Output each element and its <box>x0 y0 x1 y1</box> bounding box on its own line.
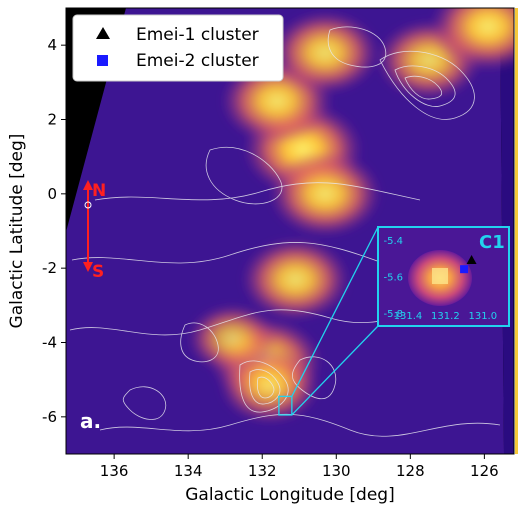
inset-frame <box>377 226 510 327</box>
inset-emei2-marker <box>460 265 469 274</box>
x-axis-label: Galactic Longitude [deg] <box>185 485 394 505</box>
x-tick-label: 132 <box>248 462 277 480</box>
x-tick-label: 130 <box>322 462 351 480</box>
survey-footprint <box>66 8 504 454</box>
zoom-box <box>278 226 379 416</box>
inset-y-tick-label: -5.4 <box>383 236 403 247</box>
inset-x-tick-label: 131.2 <box>431 311 460 322</box>
plot-frame <box>65 7 515 455</box>
inset-x-tick-label: 131.0 <box>468 311 497 322</box>
main-axes: N S a. <box>65 7 518 455</box>
legend-emei1-label: Emei-1 cluster <box>136 25 259 45</box>
inset-tick-labels: 131.4 131.2 131.0 -5.4 -5.6 -5.8 <box>383 236 497 322</box>
y-tick-label: 4 <box>47 36 57 54</box>
emission-peaks <box>187 8 514 425</box>
inset-emei1-marker <box>466 255 477 264</box>
y-tick-label: 2 <box>47 111 57 129</box>
south-label: S <box>92 262 104 282</box>
emission-peak <box>269 150 382 238</box>
legend-emei2-marker <box>97 55 108 66</box>
inset-y-tick-label: -5.8 <box>383 309 403 320</box>
y-tick-label: -2 <box>42 259 57 277</box>
north-label: N <box>92 181 106 201</box>
north-south-arrow <box>83 180 93 272</box>
inset-core-pixel <box>432 268 448 284</box>
x-tick-label: 126 <box>470 462 499 480</box>
y-axis-label: Galactic Latitude [deg] <box>7 134 27 329</box>
emission-peak <box>187 303 278 374</box>
inset-panel: C1 131.4 131.2 131.0 -5.4 -5.6 -5.8 <box>377 226 510 327</box>
x-tick-label: 136 <box>100 462 129 480</box>
inset-y-tick-label: -5.6 <box>383 273 403 284</box>
y-tick-label: -4 <box>42 334 57 352</box>
colorbar-edge <box>515 8 518 454</box>
y-tick-label: -6 <box>42 408 57 426</box>
panel-label: a. <box>80 409 101 433</box>
emission-peak <box>241 237 350 322</box>
emission-peak <box>430 8 514 72</box>
x-axis-ticks: 136 134 132 130 128 126 <box>100 454 499 480</box>
inset-label: C1 <box>479 232 505 253</box>
legend-emei2-label: Emei-2 cluster <box>136 51 259 71</box>
x-tick-label: 134 <box>174 462 203 480</box>
y-axis-ticks: 4 2 0 -2 -4 -6 <box>42 36 66 426</box>
legend-emei1-marker <box>96 27 110 39</box>
emission-peak <box>270 10 380 95</box>
y-tick-label: 0 <box>47 185 57 203</box>
legend: Emei-1 cluster Emei-2 cluster <box>72 14 284 82</box>
legend-box <box>72 14 284 82</box>
x-tick-label: 128 <box>396 462 425 480</box>
inset-x-tick-label: 131.4 <box>394 311 423 322</box>
